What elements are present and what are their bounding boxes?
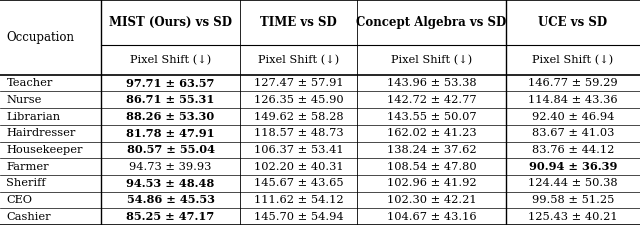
Text: Hairdresser: Hairdresser bbox=[6, 128, 76, 138]
Text: 124.44 ± 50.38: 124.44 ± 50.38 bbox=[528, 178, 618, 188]
Text: 97.71 ± 63.57: 97.71 ± 63.57 bbox=[126, 78, 215, 89]
Text: Housekeeper: Housekeeper bbox=[6, 145, 83, 155]
Text: Concept Algebra vs SD: Concept Algebra vs SD bbox=[356, 16, 506, 29]
Text: 146.77 ± 59.29: 146.77 ± 59.29 bbox=[528, 78, 618, 88]
Text: 162.02 ± 41.23: 162.02 ± 41.23 bbox=[387, 128, 476, 138]
Text: 142.72 ± 42.77: 142.72 ± 42.77 bbox=[387, 95, 476, 105]
Text: CEO: CEO bbox=[6, 195, 33, 205]
Text: Nurse: Nurse bbox=[6, 95, 42, 105]
Text: Librarian: Librarian bbox=[6, 112, 61, 122]
Text: 94.73 ± 39.93: 94.73 ± 39.93 bbox=[129, 162, 212, 172]
Text: 54.86 ± 45.53: 54.86 ± 45.53 bbox=[127, 194, 214, 205]
Text: 81.78 ± 47.91: 81.78 ± 47.91 bbox=[126, 128, 215, 139]
Text: 94.53 ± 48.48: 94.53 ± 48.48 bbox=[127, 178, 214, 189]
Text: 127.47 ± 57.91: 127.47 ± 57.91 bbox=[253, 78, 344, 88]
Text: TIME vs SD: TIME vs SD bbox=[260, 16, 337, 29]
Text: Pixel Shift (↓): Pixel Shift (↓) bbox=[532, 55, 613, 65]
Text: 138.24 ± 37.62: 138.24 ± 37.62 bbox=[387, 145, 476, 155]
Text: Sheriff: Sheriff bbox=[6, 178, 46, 188]
Text: 88.26 ± 53.30: 88.26 ± 53.30 bbox=[127, 111, 214, 122]
Text: 145.67 ± 43.65: 145.67 ± 43.65 bbox=[253, 178, 344, 188]
Text: Cashier: Cashier bbox=[6, 212, 51, 222]
Text: MIST (Ours) vs SD: MIST (Ours) vs SD bbox=[109, 16, 232, 29]
Text: Pixel Shift (↓): Pixel Shift (↓) bbox=[130, 55, 211, 65]
Text: 145.70 ± 54.94: 145.70 ± 54.94 bbox=[253, 212, 344, 222]
Text: 125.43 ± 40.21: 125.43 ± 40.21 bbox=[528, 212, 618, 222]
Text: 90.94 ± 36.39: 90.94 ± 36.39 bbox=[529, 161, 617, 172]
Text: 118.57 ± 48.73: 118.57 ± 48.73 bbox=[253, 128, 344, 138]
Text: Pixel Shift (↓): Pixel Shift (↓) bbox=[391, 55, 472, 65]
Text: Teacher: Teacher bbox=[6, 78, 52, 88]
Text: 106.37 ± 53.41: 106.37 ± 53.41 bbox=[253, 145, 344, 155]
Text: 86.71 ± 55.31: 86.71 ± 55.31 bbox=[126, 94, 215, 105]
Text: 108.54 ± 47.80: 108.54 ± 47.80 bbox=[387, 162, 476, 172]
Text: 83.76 ± 44.12: 83.76 ± 44.12 bbox=[532, 145, 614, 155]
Text: Pixel Shift (↓): Pixel Shift (↓) bbox=[258, 55, 339, 65]
Text: 149.62 ± 58.28: 149.62 ± 58.28 bbox=[253, 112, 344, 122]
Text: 92.40 ± 46.94: 92.40 ± 46.94 bbox=[532, 112, 614, 122]
Text: 99.58 ± 51.25: 99.58 ± 51.25 bbox=[532, 195, 614, 205]
Text: 83.67 ± 41.03: 83.67 ± 41.03 bbox=[532, 128, 614, 138]
Text: 104.67 ± 43.16: 104.67 ± 43.16 bbox=[387, 212, 476, 222]
Text: 126.35 ± 45.90: 126.35 ± 45.90 bbox=[253, 95, 344, 105]
Text: 114.84 ± 43.36: 114.84 ± 43.36 bbox=[528, 95, 618, 105]
Text: 85.25 ± 47.17: 85.25 ± 47.17 bbox=[127, 211, 214, 222]
Text: Occupation: Occupation bbox=[6, 31, 74, 44]
Text: Farmer: Farmer bbox=[6, 162, 49, 172]
Text: 111.62 ± 54.12: 111.62 ± 54.12 bbox=[253, 195, 344, 205]
Text: 143.55 ± 50.07: 143.55 ± 50.07 bbox=[387, 112, 476, 122]
Text: 102.96 ± 41.92: 102.96 ± 41.92 bbox=[387, 178, 476, 188]
Text: 143.96 ± 53.38: 143.96 ± 53.38 bbox=[387, 78, 476, 88]
Text: 102.20 ± 40.31: 102.20 ± 40.31 bbox=[253, 162, 344, 172]
Text: 102.30 ± 42.21: 102.30 ± 42.21 bbox=[387, 195, 476, 205]
Text: UCE vs SD: UCE vs SD bbox=[538, 16, 607, 29]
Text: 80.57 ± 55.04: 80.57 ± 55.04 bbox=[127, 144, 214, 155]
